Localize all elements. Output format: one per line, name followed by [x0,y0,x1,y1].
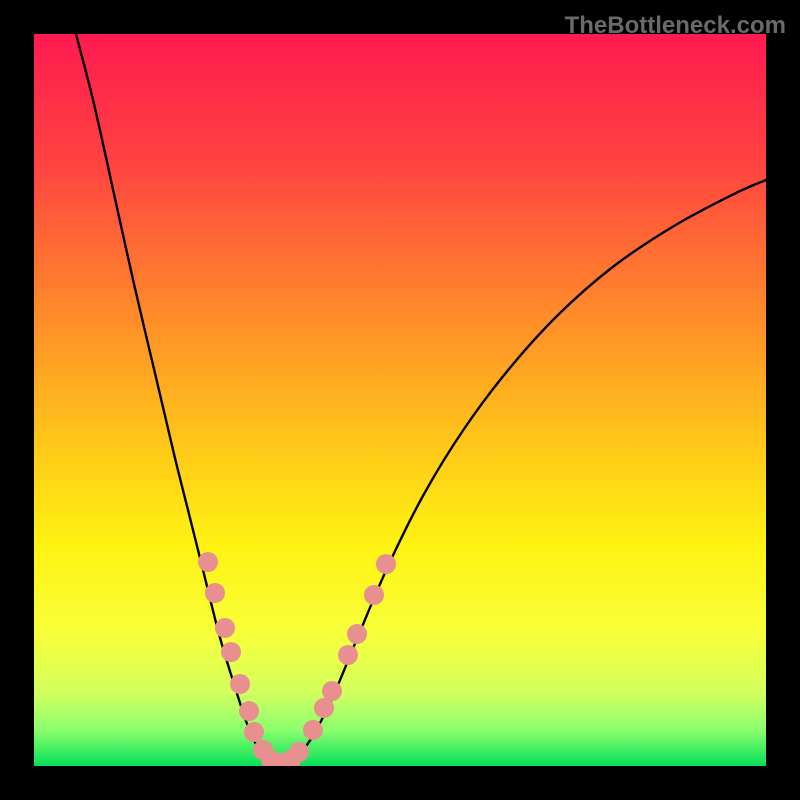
data-marker [230,674,250,694]
chart-container: TheBottleneck.com [0,0,800,800]
chart-svg [0,0,800,800]
data-marker [303,720,323,740]
data-marker [347,624,367,644]
data-marker [215,618,235,638]
data-marker [205,583,225,603]
data-marker [364,585,384,605]
data-marker [221,642,241,662]
data-marker [314,698,334,718]
watermark-text: TheBottleneck.com [565,12,786,40]
data-marker [322,681,342,701]
plot-background [34,34,766,766]
data-marker [338,645,358,665]
data-marker [289,742,309,762]
data-marker [376,554,396,574]
data-marker [239,701,259,721]
data-marker [198,552,218,572]
data-marker [244,722,264,742]
